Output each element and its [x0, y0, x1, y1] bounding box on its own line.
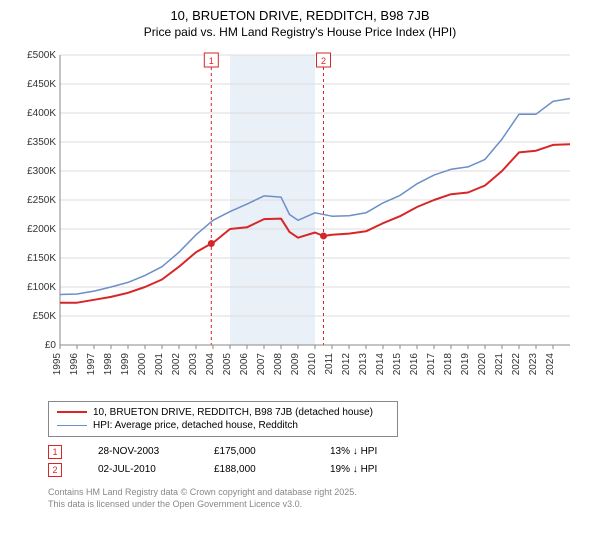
chart-title-line1: 10, BRUETON DRIVE, REDDITCH, B98 7JB: [12, 8, 588, 25]
svg-text:1998: 1998: [103, 352, 114, 375]
svg-text:2005: 2005: [222, 352, 233, 375]
footer-line1: Contains HM Land Registry data © Crown c…: [48, 487, 588, 499]
footer-attribution: Contains HM Land Registry data © Crown c…: [48, 487, 588, 510]
svg-text:£400K: £400K: [27, 108, 56, 119]
marker-date: 28-NOV-2003: [98, 446, 178, 457]
svg-text:2006: 2006: [239, 352, 250, 375]
svg-text:1995: 1995: [52, 352, 63, 375]
svg-text:2024: 2024: [545, 352, 556, 375]
svg-text:2013: 2013: [358, 352, 369, 375]
marker-badge: 1: [48, 445, 62, 459]
svg-text:2011: 2011: [324, 352, 335, 374]
svg-text:2012: 2012: [341, 352, 352, 375]
svg-text:2014: 2014: [375, 352, 386, 375]
chart-container: 10, BRUETON DRIVE, REDDITCH, B98 7JB Pri…: [0, 0, 600, 560]
svg-text:£200K: £200K: [27, 224, 56, 235]
marker-note: 13% ↓ HPI: [330, 446, 410, 457]
marker-row: 1 28-NOV-2003 £175,000 13% ↓ HPI: [48, 443, 588, 461]
svg-text:£450K: £450K: [27, 79, 56, 90]
legend-label: HPI: Average price, detached house, Redd…: [93, 420, 298, 431]
legend: 10, BRUETON DRIVE, REDDITCH, B98 7JB (de…: [48, 401, 398, 437]
marker-price: £188,000: [214, 464, 294, 475]
svg-text:2009: 2009: [290, 352, 301, 375]
svg-text:2001: 2001: [154, 352, 165, 375]
marker-price: £175,000: [214, 446, 294, 457]
svg-text:2022: 2022: [511, 352, 522, 375]
svg-text:2017: 2017: [426, 352, 437, 375]
chart-title-line2: Price paid vs. HM Land Registry's House …: [12, 25, 588, 39]
marker-date: 02-JUL-2010: [98, 464, 178, 475]
legend-label: 10, BRUETON DRIVE, REDDITCH, B98 7JB (de…: [93, 407, 373, 418]
marker-badge: 2: [48, 463, 62, 477]
legend-swatch: [57, 425, 87, 426]
svg-text:£500K: £500K: [27, 50, 56, 61]
footer-line2: This data is licensed under the Open Gov…: [48, 499, 588, 511]
svg-text:2: 2: [321, 56, 326, 66]
legend-item: 10, BRUETON DRIVE, REDDITCH, B98 7JB (de…: [57, 406, 389, 419]
svg-text:2019: 2019: [460, 352, 471, 375]
marker-table: 1 28-NOV-2003 £175,000 13% ↓ HPI 2 02-JUL-201…: [48, 443, 588, 479]
svg-text:1: 1: [209, 56, 214, 66]
svg-text:£300K: £300K: [27, 166, 56, 177]
svg-text:£0: £0: [45, 340, 57, 351]
marker-note: 19% ↓ HPI: [330, 464, 410, 475]
marker-row: 2 02-JUL-2010 £188,000 19% ↓ HPI: [48, 461, 588, 479]
svg-text:2002: 2002: [171, 352, 182, 375]
svg-text:£150K: £150K: [27, 253, 56, 264]
svg-text:2021: 2021: [494, 352, 505, 375]
svg-text:1996: 1996: [69, 352, 80, 375]
chart-plot: £0 £50K £100K £150K £200K £250K £300K £350K £400…: [20, 45, 580, 395]
svg-text:2004: 2004: [205, 352, 216, 375]
svg-text:1999: 1999: [120, 352, 131, 375]
svg-text:£250K: £250K: [27, 195, 56, 206]
svg-text:£50K: £50K: [33, 311, 57, 322]
svg-text:2000: 2000: [137, 352, 148, 375]
svg-text:2007: 2007: [256, 352, 267, 375]
svg-text:2008: 2008: [273, 352, 284, 375]
svg-text:1997: 1997: [86, 352, 97, 375]
legend-swatch: [57, 411, 87, 413]
legend-item: HPI: Average price, detached house, Redd…: [57, 419, 389, 432]
svg-text:£350K: £350K: [27, 137, 56, 148]
svg-text:2015: 2015: [392, 352, 403, 375]
svg-text:2016: 2016: [409, 352, 420, 375]
svg-text:£100K: £100K: [27, 282, 56, 293]
svg-text:2018: 2018: [443, 352, 454, 375]
svg-text:2023: 2023: [528, 352, 539, 375]
svg-text:2003: 2003: [188, 352, 199, 375]
svg-text:2010: 2010: [307, 352, 318, 375]
svg-text:2020: 2020: [477, 352, 488, 375]
